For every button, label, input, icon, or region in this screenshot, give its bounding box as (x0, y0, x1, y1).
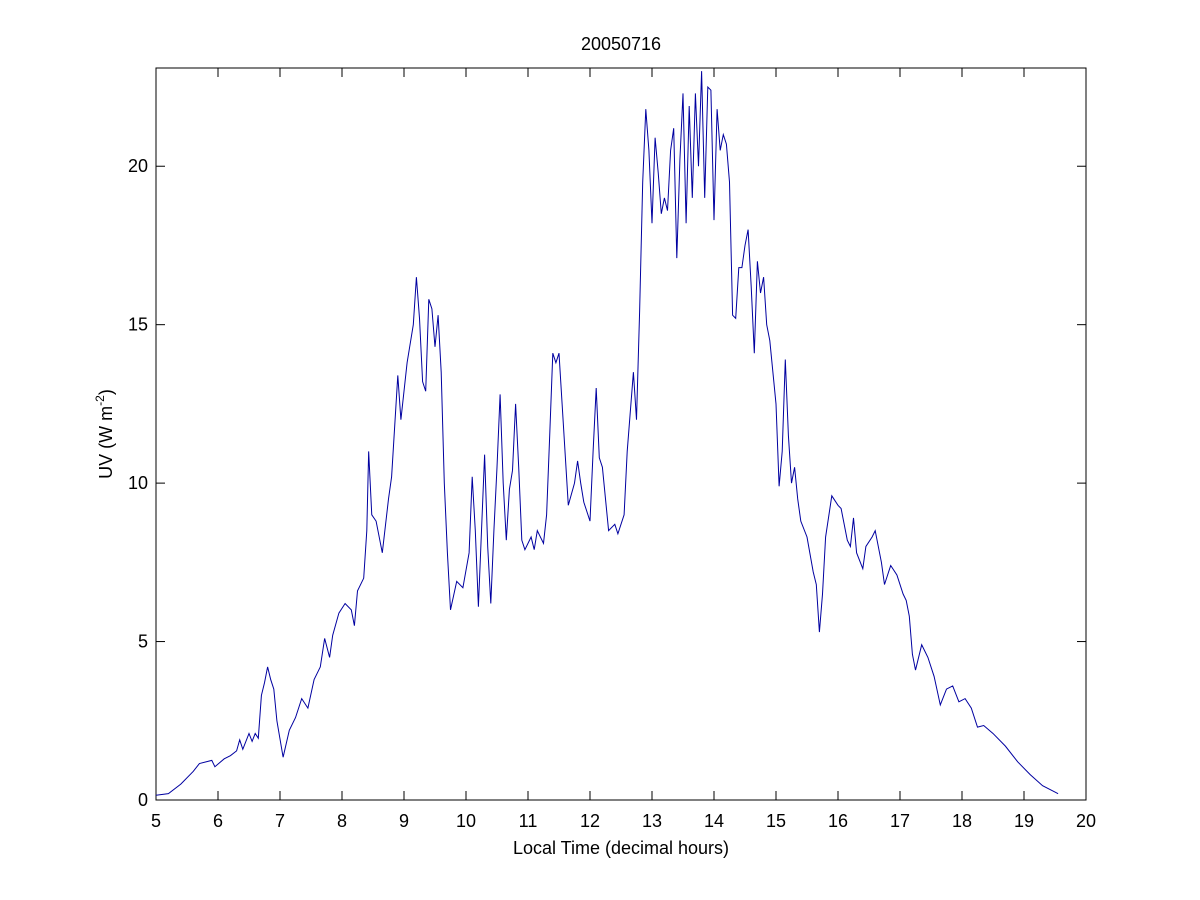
x-tick-label: 16 (828, 811, 848, 831)
y-tick-label: 15 (128, 315, 148, 335)
x-tick-label: 11 (519, 811, 538, 831)
x-tick-label: 6 (213, 811, 223, 831)
x-tick-label: 17 (890, 811, 910, 831)
y-tick-label: 0 (138, 790, 148, 810)
y-axis-label: UV (W m-2) (93, 389, 116, 479)
x-tick-label: 7 (275, 811, 285, 831)
x-tick-label: 20 (1076, 811, 1096, 831)
data-line (155, 71, 1059, 796)
x-tick-label: 12 (580, 811, 600, 831)
y-axis-label-sup: -2 (93, 395, 107, 406)
y-axis-label-end: ) (96, 389, 116, 395)
x-tick-label: 13 (642, 811, 662, 831)
y-tick-label: 20 (128, 156, 148, 176)
x-tick-label: 18 (952, 811, 972, 831)
x-axis-label: Local Time (decimal hours) (513, 838, 729, 858)
x-tick-label: 5 (151, 811, 161, 831)
x-tick-label: 9 (399, 811, 409, 831)
x-tick-label: 10 (456, 811, 476, 831)
x-tick-label: 8 (337, 811, 347, 831)
y-tick-label: 5 (138, 632, 148, 652)
y-tick-label: 10 (128, 473, 148, 493)
x-tick-label: 14 (704, 811, 724, 831)
x-tick-label: 19 (1014, 811, 1034, 831)
plot-frame (155, 67, 1087, 801)
y-axis-label-main: UV (W m (96, 406, 116, 479)
x-tick-label: 15 (766, 811, 786, 831)
chart-title: 20050716 (581, 34, 661, 54)
